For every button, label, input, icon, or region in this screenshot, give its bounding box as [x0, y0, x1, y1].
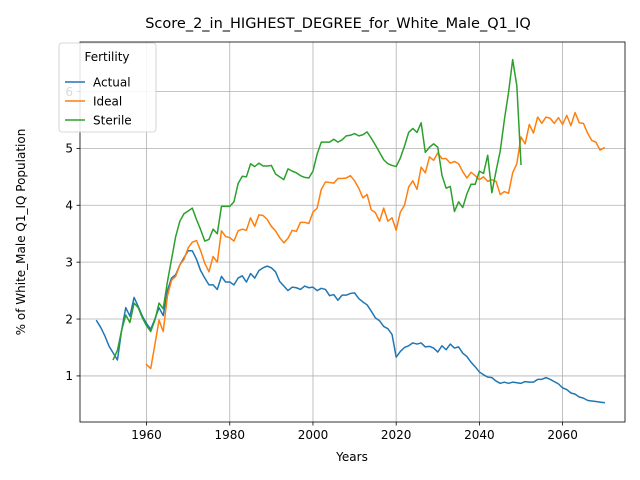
- plot-area: [80, 42, 625, 422]
- y-tick-label: 3: [65, 255, 73, 269]
- legend-title: Fertility: [84, 50, 129, 64]
- x-axis-ticks: 1960 1980 2000 2020 2040 2060: [131, 422, 578, 442]
- legend-box: [58, 42, 157, 133]
- x-tick-label: 1960: [131, 428, 162, 442]
- x-axis-label: Years: [335, 450, 368, 464]
- y-tick-label: 5: [65, 142, 73, 156]
- y-tick-label: 2: [65, 312, 73, 326]
- y-tick-label: 4: [65, 199, 73, 213]
- x-tick-label: 1980: [214, 428, 245, 442]
- legend-label-actual: Actual: [93, 75, 131, 89]
- chart-title: Score_2_in_HIGHEST_DEGREE_for_White_Male…: [145, 16, 531, 32]
- series-layer: [95, 58, 606, 404]
- y-tick-label: 1: [65, 369, 73, 383]
- plot-frame: [79, 41, 626, 423]
- legend: Fertility Actual Ideal Sterile: [58, 42, 157, 133]
- series-line-ideal: [145, 111, 606, 370]
- x-tick-label: 2060: [547, 428, 578, 442]
- y-axis-label: % of White_Male Q1_IQ Population: [14, 129, 28, 336]
- legend-label-sterile: Sterile: [93, 113, 132, 127]
- x-tick-label: 2020: [381, 428, 412, 442]
- legend-items: Actual Ideal Sterile: [65, 75, 132, 127]
- legend-label-ideal: Ideal: [93, 94, 122, 108]
- series-line-sterile: [112, 58, 522, 361]
- x-tick-label: 2000: [298, 428, 329, 442]
- x-tick-label: 2040: [464, 428, 495, 442]
